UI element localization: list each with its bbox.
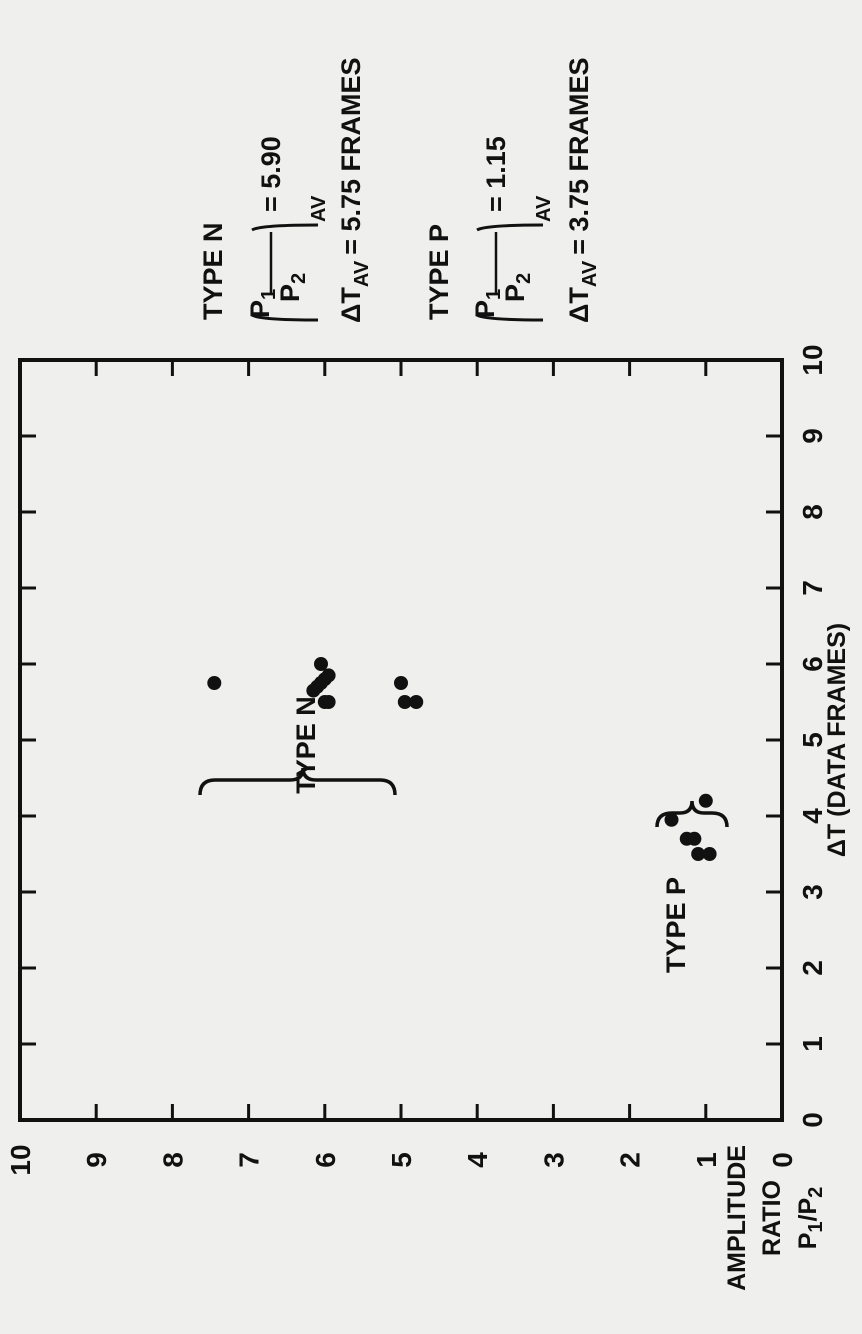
legend-type-p-ratio: P1 P2 AV = 1.15 [470, 136, 555, 320]
plot-frame [20, 360, 782, 1120]
axis-ticks [20, 360, 782, 1120]
data-points [207, 657, 716, 861]
type-n-point [314, 657, 328, 671]
y-axis-title-line-3: P1/P2 [794, 1187, 827, 1250]
y-tick-label: 9 [81, 1152, 112, 1168]
x-tick-label: 8 [797, 504, 828, 520]
y-tick-label: 6 [310, 1152, 341, 1168]
type-n-brace-label: TYPE N [291, 696, 321, 794]
type-p-point [687, 832, 701, 846]
y-tick-label: 1 [691, 1152, 722, 1168]
legend-type-n-ratio: P1 P2 AV = 5.90 [245, 136, 330, 320]
x-tick-label: 1 [797, 1036, 828, 1052]
x-tick-label: 0 [797, 1112, 828, 1128]
legend-type-n-dt: ΔTAV= 5.75 FRAMES [336, 57, 373, 323]
type-n-point [409, 695, 423, 709]
type-p-brace-label: TYPE P [661, 877, 691, 973]
legend: TYPE N P1 P2 AV = 5.90 ΔTAV= 5.75 FRAMES… [198, 57, 601, 323]
legend-type-p-ratio-sub: AV [533, 195, 555, 222]
y-axis-title-line-1: AMPLITUDE [723, 1145, 751, 1291]
x-tick-label: 9 [797, 428, 828, 444]
type-n-point [207, 676, 221, 690]
y-tick-label: 8 [157, 1152, 188, 1168]
y-tick-label: 0 [767, 1152, 798, 1168]
y-tick-label: 7 [234, 1152, 265, 1168]
y-tick-label: 5 [386, 1152, 417, 1168]
legend-type-n-ratio-sub: AV [308, 195, 330, 222]
type-n-point [394, 676, 408, 690]
x-axis-title: ΔT (DATA FRAMES) [823, 623, 851, 857]
type-p-point [703, 847, 717, 861]
type-n-point [322, 668, 336, 682]
x-tick-label: 2 [797, 960, 828, 976]
legend-type-n-ratio-den: P2 [275, 273, 310, 302]
x-tick-label: 7 [797, 580, 828, 596]
x-tick-label: 3 [797, 884, 828, 900]
y-tick-label: 4 [462, 1152, 493, 1168]
x-tick-label: 10 [797, 344, 828, 375]
type-p-point [699, 794, 713, 808]
y-tick-label: 2 [615, 1152, 646, 1168]
y-tick-label: 10 [5, 1144, 36, 1175]
legend-type-p-ratio-den: P2 [500, 273, 535, 302]
legend-type-n-ratio-value: = 5.90 [256, 136, 286, 212]
y-tick-label: 3 [538, 1152, 569, 1168]
legend-type-p-title: TYPE P [424, 224, 454, 320]
legend-type-p-dt: ΔTAV= 3.75 FRAMES [564, 57, 601, 323]
y-axis-title-line-2: RATIO [758, 1180, 786, 1256]
legend-type-n-title: TYPE N [198, 222, 228, 320]
legend-type-p-ratio-value: = 1.15 [481, 136, 511, 212]
